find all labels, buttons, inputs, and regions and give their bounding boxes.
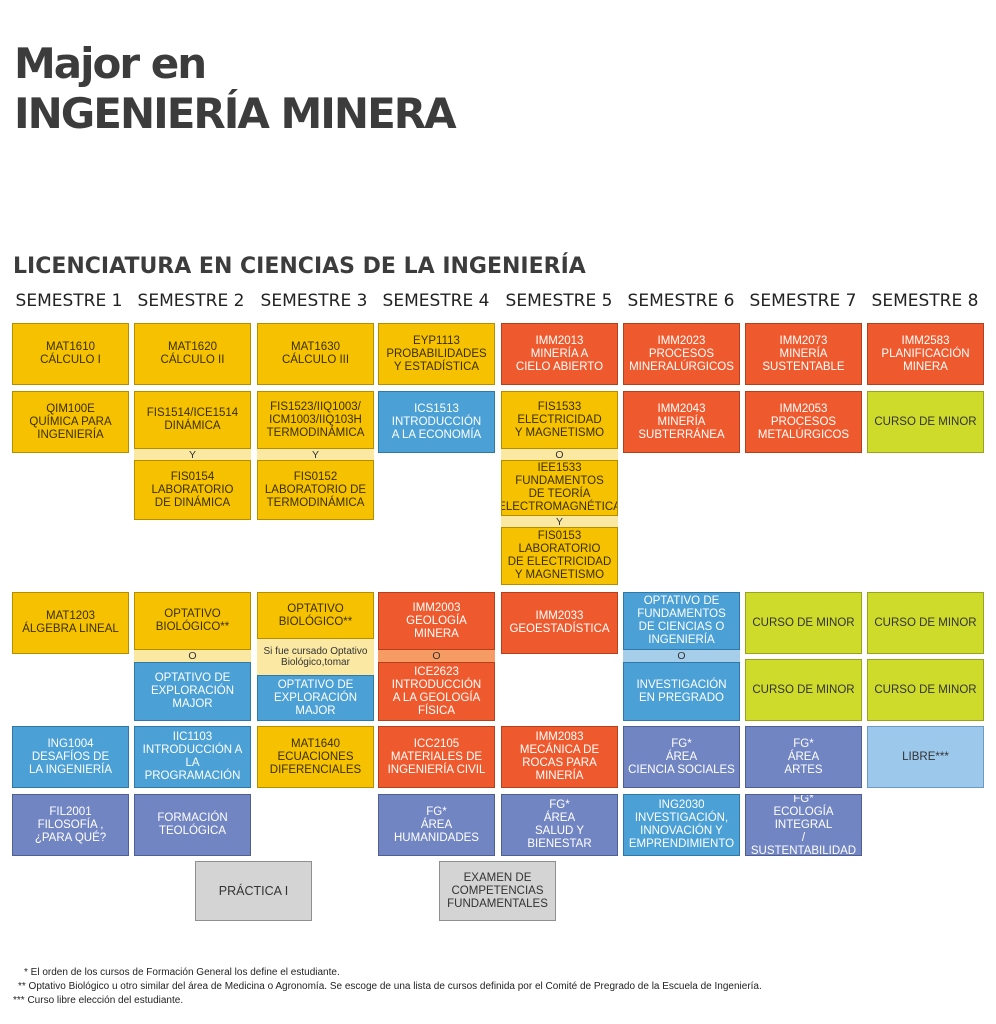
course-minor-2[interactable]: CURSO DE MINOR <box>745 592 862 654</box>
title-program: INGENIERÍA MINERA <box>14 89 457 138</box>
semester-1-header: SEMESTRE 1 <box>15 291 123 311</box>
course-practica-i[interactable]: PRÁCTICA I <box>195 861 312 921</box>
course-qim100e[interactable]: QIM100E QUÍMICA PARA INGENIERÍA <box>12 391 129 453</box>
course-mat1610[interactable]: MAT1610 CÁLCULO I <box>12 323 129 385</box>
course-minor-1[interactable]: CURSO DE MINOR <box>867 391 984 453</box>
connector-y: Y <box>501 516 618 528</box>
connector-y: Y <box>257 449 374 461</box>
course-fg-artes[interactable]: FG* ÁREA ARTES <box>745 726 862 788</box>
course-ice2623[interactable]: ICE2623 INTRODUCCIÓN A LA GEOLOGÍA FÍSIC… <box>378 662 495 721</box>
course-optativo-biologico-s2[interactable]: OPTATIVO BIOLÓGICO** <box>134 592 251 650</box>
course-minor-3[interactable]: CURSO DE MINOR <box>867 592 984 654</box>
course-imm2583[interactable]: IMM2583 PLANIFICACIÓN MINERA <box>867 323 984 385</box>
course-fis0153[interactable]: FIS0153 LABORATORIO DE ELECTRICIDAD Y MA… <box>501 527 618 585</box>
footnote-3: *** Curso libre elección del estudiante. <box>13 995 184 1006</box>
course-investigacion-pregrado[interactable]: INVESTIGACIÓN EN PREGRADO <box>623 662 740 721</box>
course-fis1533[interactable]: FIS1533 ELECTRICIDAD Y MAGNETISMO <box>501 391 618 449</box>
course-fg-ciencia-sociales[interactable]: FG* ÁREA CIENCIA SOCIALES <box>623 726 740 788</box>
course-optativo-exploracion-s3[interactable]: OPTATIVO DE EXPLORACIÓN MAJOR <box>257 675 374 721</box>
course-minor-4[interactable]: CURSO DE MINOR <box>745 659 862 721</box>
course-eyp1113[interactable]: EYP1113 PROBABILIDADES Y ESTADÍSTICA <box>378 323 495 385</box>
course-optativo-biologico-s3[interactable]: OPTATIVO BIOLÓGICO** <box>257 592 374 639</box>
course-optativo-exploracion-s2[interactable]: OPTATIVO DE EXPLORACIÓN MAJOR <box>134 662 251 721</box>
semester-2-header: SEMESTRE 2 <box>137 291 245 311</box>
course-ics1513[interactable]: ICS1513 INTRODUCCIÓN A LA ECONOMÍA <box>378 391 495 453</box>
course-minor-5[interactable]: CURSO DE MINOR <box>867 659 984 721</box>
course-fis0154[interactable]: FIS0154 LABORATORIO DE DINÁMICA <box>134 460 251 520</box>
course-imm2033[interactable]: IMM2033 GEOESTADÍSTICA <box>501 592 618 654</box>
semester-3-header: SEMESTRE 3 <box>260 291 368 311</box>
connector-o: O <box>501 449 618 461</box>
course-imm2053[interactable]: IMM2053 PROCESOS METALÚRGICOS <box>745 391 862 453</box>
connector-o: O <box>623 650 740 662</box>
course-formacion-teologica[interactable]: FORMACIÓN TEOLÓGICA <box>134 794 251 856</box>
course-fis1523[interactable]: FIS1523/IIQ1003/ ICM1003/IIQ103H TERMODI… <box>257 391 374 449</box>
course-mat1620[interactable]: MAT1620 CÁLCULO II <box>134 323 251 385</box>
course-imm2043[interactable]: IMM2043 MINERÍA SUBTERRÁNEA <box>623 391 740 453</box>
course-imm2073[interactable]: IMM2073 MINERÍA SUSTENTABLE <box>745 323 862 385</box>
footnote-1: * El orden de los cursos de Formación Ge… <box>24 967 340 978</box>
course-examen-competencias[interactable]: EXAMEN DE COMPETENCIAS FUNDAMENTALES <box>439 861 556 921</box>
footnote-2: ** Optativo Biológico u otro similar del… <box>18 981 762 992</box>
semester-8-header: SEMESTRE 8 <box>871 291 979 311</box>
course-fil2001[interactable]: FIL2001 FILOSOFÍA , ¿PARA QUÉ? <box>12 794 129 856</box>
course-mat1640[interactable]: MAT1640 ECUACIONES DIFERENCIALES <box>257 726 374 788</box>
course-imm2013[interactable]: IMM2013 MINERÍA A CIELO ABIERTO <box>501 323 618 385</box>
subtitle-licenciatura: LICENCIATURA EN CIENCIAS DE LA INGENIERÍ… <box>13 254 586 279</box>
course-imm2003[interactable]: IMM2003 GEOLOGÍA MINERA <box>378 592 495 650</box>
note-si-fue-cursado: Si fue cursado Optativo Biológico,tomar <box>257 639 374 675</box>
course-icc2105[interactable]: ICC2105 MATERIALES DE INGENIERÍA CIVIL <box>378 726 495 788</box>
course-imm2083[interactable]: IMM2083 MECÁNICA DE ROCAS PARA MINERÍA <box>501 726 618 788</box>
connector-o: O <box>134 650 251 662</box>
course-fis0152[interactable]: FIS0152 LABORATORIO DE TERMODINÁMICA <box>257 460 374 520</box>
semester-4-header: SEMESTRE 4 <box>382 291 490 311</box>
course-fg-ecologia[interactable]: FG* ECOLOGÍA INTEGRAL / SUSTENTABILIDAD <box>745 794 862 856</box>
course-fis1514[interactable]: FIS1514/ICE1514 DINÁMICA <box>134 391 251 449</box>
course-imm2023[interactable]: IMM2023 PROCESOS MINERALÚRGICOS <box>623 323 740 385</box>
connector-o: O <box>378 650 495 662</box>
semester-6-header: SEMESTRE 6 <box>627 291 735 311</box>
course-mat1630[interactable]: MAT1630 CÁLCULO III <box>257 323 374 385</box>
title-major: Major en <box>14 39 207 88</box>
connector-y: Y <box>134 449 251 461</box>
course-iee1533[interactable]: IEE1533 FUNDAMENTOS DE TEORÍA ELECTROMAG… <box>501 460 618 516</box>
course-iic1103[interactable]: IIC1103 INTRODUCCIÓN A LA PROGRAMACIÓN <box>134 726 251 788</box>
semester-5-header: SEMESTRE 5 <box>505 291 613 311</box>
course-optativo-fundamentos[interactable]: OPTATIVO DE FUNDAMENTOS DE CIENCIAS O IN… <box>623 592 740 650</box>
course-libre[interactable]: LIBRE*** <box>867 726 984 788</box>
course-ing1004[interactable]: ING1004 DESAFÍOS DE LA INGENIERÍA <box>12 726 129 788</box>
course-fg-salud-bienestar[interactable]: FG* ÁREA SALUD Y BIENESTAR <box>501 794 618 856</box>
course-fg-humanidades[interactable]: FG* ÁREA HUMANIDADES <box>378 794 495 856</box>
course-mat1203[interactable]: MAT1203 ÁLGEBRA LINEAL <box>12 592 129 654</box>
semester-7-header: SEMESTRE 7 <box>749 291 857 311</box>
course-ing2030[interactable]: ING2030 INVESTIGACIÓN, INNOVACIÓN Y EMPR… <box>623 794 740 856</box>
